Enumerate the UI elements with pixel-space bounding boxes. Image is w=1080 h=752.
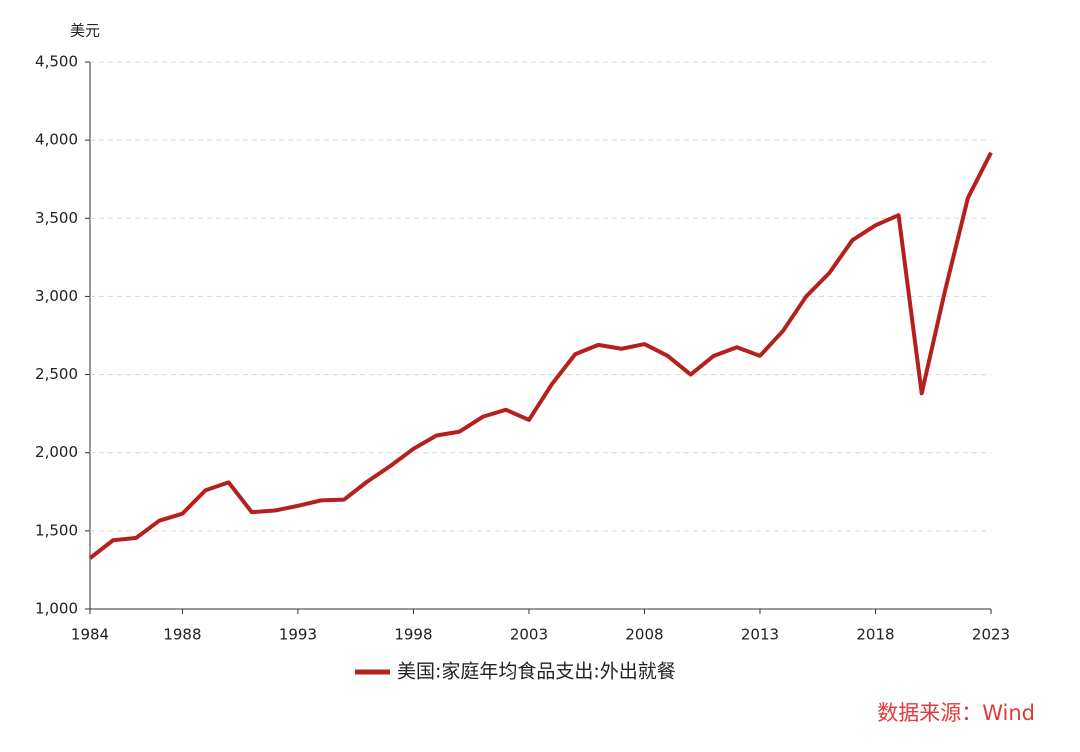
x-tick-label: 1988: [163, 626, 201, 644]
x-tick-label: 2023: [972, 626, 1010, 644]
y-tick-label: 1,500: [35, 521, 78, 539]
x-tick-label: 1993: [279, 626, 317, 644]
y-tick-label: 4,000: [35, 131, 78, 149]
y-tick-label: 3,000: [35, 287, 78, 305]
x-tick-label: 2018: [856, 626, 894, 644]
y-tick-label: 4,500: [35, 53, 78, 71]
y-tick-label: 2,500: [35, 365, 78, 383]
x-tick-label: 1998: [394, 626, 432, 644]
x-tick-label: 2013: [741, 626, 779, 644]
y-tick-label: 3,500: [35, 209, 78, 227]
y-unit: 美元: [70, 22, 100, 40]
x-tick-label: 2003: [510, 626, 548, 644]
source-note: 数据来源：Wind: [877, 701, 1035, 725]
y-tick-label: 1,000: [35, 600, 78, 618]
x-tick-label: 2008: [625, 626, 663, 644]
data-line: [88, 151, 993, 560]
y-tick-label: 2,000: [35, 443, 78, 461]
legend-label: 美国:家庭年均食品支出:外出就餐: [397, 661, 676, 683]
x-tick-label: 1984: [71, 626, 109, 644]
